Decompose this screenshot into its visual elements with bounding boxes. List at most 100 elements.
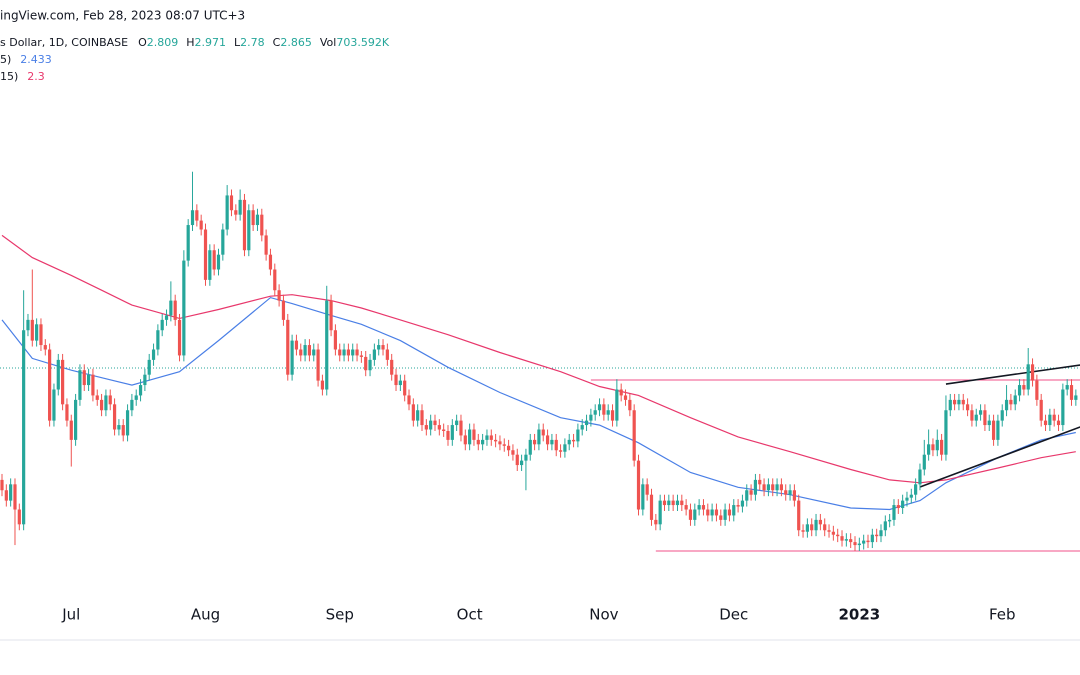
candle-body [468,429,472,445]
candle-body [680,500,684,506]
candle-body [567,439,571,445]
candle-body [39,324,43,346]
candle-body [403,380,407,396]
candle-body [498,441,502,445]
candle-body [303,345,307,356]
x-tick-label: 2023 [838,606,880,624]
candle-body [1061,389,1065,426]
candle-body [550,439,554,445]
candle-body [281,300,286,320]
candle-body [909,494,913,498]
candle-body [130,399,134,411]
candle-body [442,429,446,431]
x-tick-label: Aug [191,606,220,624]
candle-body [273,269,277,291]
candle-body [662,500,667,506]
candle-body [390,359,394,375]
candle-body [901,500,905,509]
candle-body [814,519,818,531]
x-tick-label: Sep [326,606,354,624]
candle-body [398,380,402,386]
candle-body [974,414,978,421]
candle-body [602,404,606,415]
candle-body [325,300,329,390]
candle-body [359,355,363,357]
candle-body [1043,420,1048,426]
candle-body [260,214,264,236]
candle-body [888,519,892,522]
candle-body [589,414,593,421]
candle-body [489,435,493,440]
candle-body [117,425,121,430]
candle-body [810,524,814,531]
candle-body [879,530,883,537]
candle-body [610,410,615,421]
candle-body [78,370,82,400]
source-caption: ingView.com, Feb 28, 2023 08:07 UTC+3 [0,9,245,23]
candle-body [753,479,758,495]
candle-body [203,229,208,280]
ohlc-label: L [234,36,241,49]
candle-body [112,404,117,430]
candle-body [108,395,112,405]
candle-body [221,229,225,255]
candle-body [242,199,247,251]
candle-body [896,505,900,509]
candle-body [420,410,424,426]
volume-value: 703.592K [336,36,389,49]
candle-body [983,410,987,426]
candle-body [52,389,56,421]
candle-body [216,254,221,270]
candle-body [987,420,991,426]
candle-body [329,300,333,331]
candle-body [732,505,736,516]
candle-body [121,425,125,436]
candle-body [286,319,290,375]
candle-body [342,349,346,356]
candle-body [779,484,784,491]
candle-body [996,420,1000,440]
candle-body [147,359,151,375]
candle-body [554,439,558,451]
candle-body [247,210,251,251]
candle-body [164,315,169,320]
candle-body [615,389,619,421]
candle-body [857,543,861,546]
candle-body [905,497,909,501]
candle-body [727,509,732,516]
candle-body [411,404,415,421]
legend-value: 2.3 [27,70,45,83]
candle-body [264,235,268,255]
candle-body [381,345,385,350]
candle-body [290,340,294,375]
candle-body [502,444,506,446]
candle-body [892,505,896,520]
legend-value: 2.433 [20,53,52,66]
candle-body [1026,364,1030,390]
candle-body [723,509,727,520]
candle-body [476,439,480,445]
candle-body [13,484,17,510]
candle-body [225,195,229,230]
x-tick-label: Dec [719,606,748,624]
candle-body [86,374,91,386]
candle-body [507,445,511,451]
candle-body [364,356,368,371]
candle-body [199,220,203,230]
ohlc-label: H [186,36,194,49]
candle-body [169,300,173,316]
candle-body [693,509,697,520]
x-tick-label: Oct [457,606,483,624]
candle-body [251,210,255,226]
candle-body [762,484,766,491]
candle-body [372,349,376,360]
candle-body [701,505,706,510]
candle-body [836,534,840,537]
candle-body [710,509,714,516]
candle-body [563,444,567,452]
candle-body [688,509,693,520]
legend-name: 5) [0,53,11,66]
